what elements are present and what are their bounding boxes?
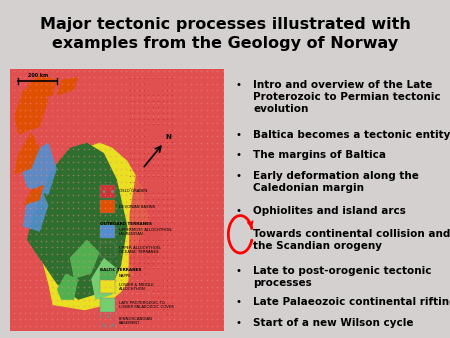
Text: The margins of Baltica: The margins of Baltica (253, 150, 387, 161)
Text: Early deformation along the
Caledonian margin: Early deformation along the Caledonian m… (253, 171, 419, 193)
Polygon shape (57, 77, 78, 95)
Text: Baltica becomes a tectonic entity: Baltica becomes a tectonic entity (253, 129, 450, 140)
Text: LOWER & MIDDLE
ALLOCHTHON: LOWER & MIDDLE ALLOCHTHON (119, 283, 153, 291)
Polygon shape (27, 143, 127, 300)
Polygon shape (22, 185, 49, 232)
Text: Intro and overview of the Late
Proterozoic to Permian tectonic
evolution: Intro and overview of the Late Proterozo… (253, 80, 441, 114)
Text: •: • (235, 150, 241, 161)
Bar (99, 185, 115, 198)
Polygon shape (40, 143, 149, 310)
Text: Ophiolites and island arcs: Ophiolites and island arcs (253, 206, 406, 216)
Bar (99, 298, 115, 312)
Polygon shape (22, 185, 44, 206)
Text: DEVONIAN BASINS: DEVONIAN BASINS (119, 205, 155, 209)
Text: Late to post-orogenic tectonic
processes: Late to post-orogenic tectonic processes (253, 266, 432, 288)
Polygon shape (22, 143, 57, 195)
Text: Late Palaeozoic continental rifting: Late Palaeozoic continental rifting (253, 297, 450, 307)
Text: OSLO GRABEN: OSLO GRABEN (119, 189, 147, 193)
Text: UPPER ALLOCHTHON,
OCEANIC TERRANES: UPPER ALLOCHTHON, OCEANIC TERRANES (119, 246, 161, 254)
Bar (99, 270, 115, 283)
Bar (99, 243, 115, 257)
Polygon shape (127, 213, 164, 266)
Text: Major tectonic processes illustrated with
examples from the Geology of Norway: Major tectonic processes illustrated wit… (40, 17, 410, 51)
Text: UPPERMOST ALLOCHTHON,
LAURENTIAN: UPPERMOST ALLOCHTHON, LAURENTIAN (119, 227, 172, 236)
Text: 200 km: 200 km (27, 73, 48, 78)
Text: LATE PROTEROZOIC TO
LOWER PALAEOZOIC COVER: LATE PROTEROZOIC TO LOWER PALAEOZOIC COV… (119, 301, 174, 309)
Text: •: • (235, 80, 241, 90)
Text: •: • (235, 297, 241, 307)
Bar (99, 280, 115, 293)
Text: OUTBOARD TERRANES: OUTBOARD TERRANES (99, 222, 152, 226)
Polygon shape (127, 69, 170, 331)
Polygon shape (130, 216, 164, 274)
Bar (99, 200, 115, 213)
Text: •: • (235, 318, 241, 328)
Polygon shape (57, 274, 78, 300)
Text: Start of a new Wilson cycle: Start of a new Wilson cycle (253, 318, 414, 328)
Polygon shape (70, 240, 99, 279)
Text: •: • (235, 171, 241, 182)
Text: •: • (235, 266, 241, 276)
Text: N: N (165, 134, 171, 140)
Polygon shape (14, 82, 49, 135)
Text: •: • (235, 129, 241, 140)
Polygon shape (27, 75, 57, 101)
Bar (99, 314, 115, 327)
Text: NAPPE: NAPPE (119, 274, 132, 278)
Text: Towards continental collision and
the Scandian orogeny: Towards continental collision and the Sc… (253, 229, 450, 251)
Polygon shape (91, 258, 117, 300)
Text: BALTIC TERRANES: BALTIC TERRANES (99, 268, 141, 272)
Polygon shape (14, 132, 40, 174)
Bar (99, 225, 115, 238)
Text: FENNOSCANDIAN
BASEMENT: FENNOSCANDIAN BASEMENT (119, 317, 153, 325)
Text: •: • (235, 206, 241, 216)
